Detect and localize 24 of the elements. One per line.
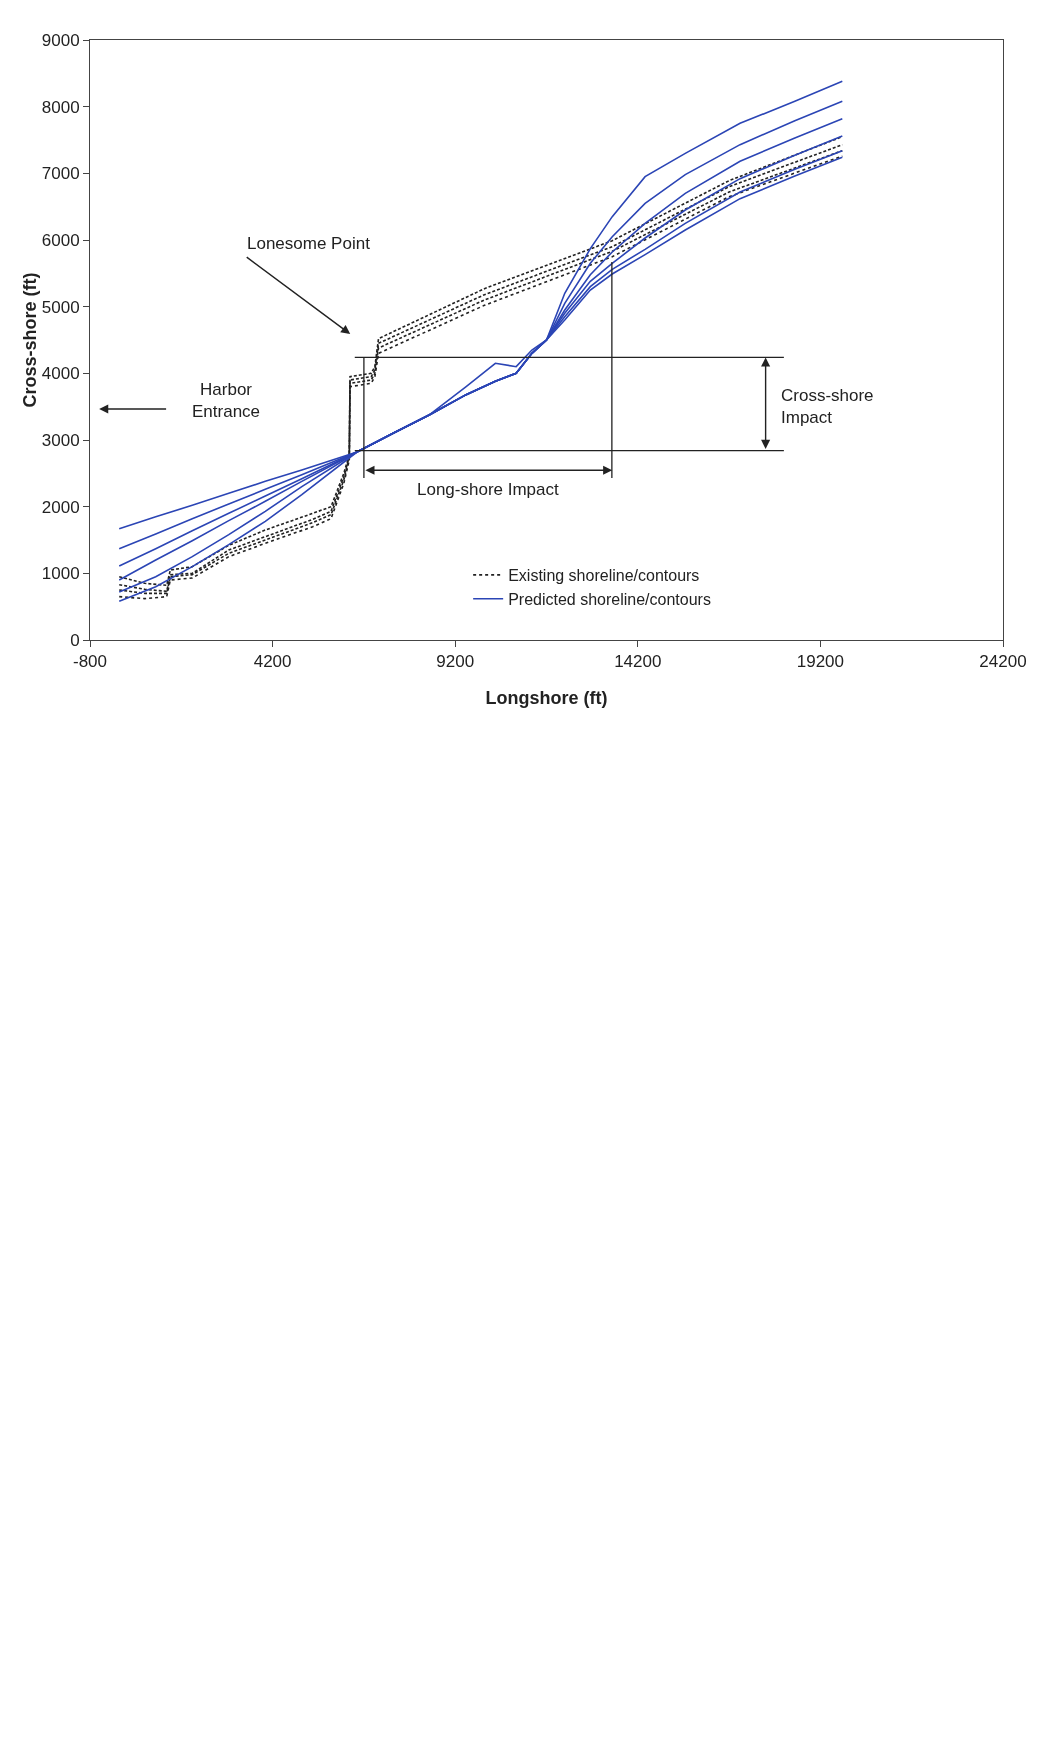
y-tick-label: 7000 (41, 164, 80, 184)
x-tick-label: -800 (72, 652, 108, 672)
x-tick-label: 19200 (796, 652, 845, 672)
y-tick-label: 1000 (41, 564, 80, 584)
annotation: Cross-shore Impact (781, 386, 874, 428)
x-axis-title: Longshore (ft) (485, 688, 608, 708)
x-tick-label: 9200 (436, 652, 475, 672)
y-tick-label: 0 (70, 630, 80, 650)
legend-label: Existing shoreline/contours (508, 567, 700, 585)
y-tick-label: 2000 (41, 497, 80, 517)
x-tick-label: 14200 (614, 652, 662, 672)
x-tick-label: 24200 (979, 652, 1027, 672)
y-tick-label: 5000 (41, 297, 80, 317)
y-tick-label: 9000 (41, 30, 80, 50)
y-tick-label: 8000 (41, 97, 80, 117)
annotation: Harbor Entrance (192, 380, 261, 422)
y-tick-label: 3000 (41, 430, 80, 450)
y-axis-title: Cross-shore (ft) (19, 272, 40, 408)
y-tick-label: 6000 (41, 230, 80, 250)
annotation: Long-shore Impact (417, 480, 560, 499)
y-tick-label: 4000 (41, 364, 80, 384)
annotation: Lonesome Point (247, 234, 371, 253)
legend-label: Predicted shoreline/contours (508, 590, 711, 608)
x-tick-label: 4200 (253, 652, 292, 672)
